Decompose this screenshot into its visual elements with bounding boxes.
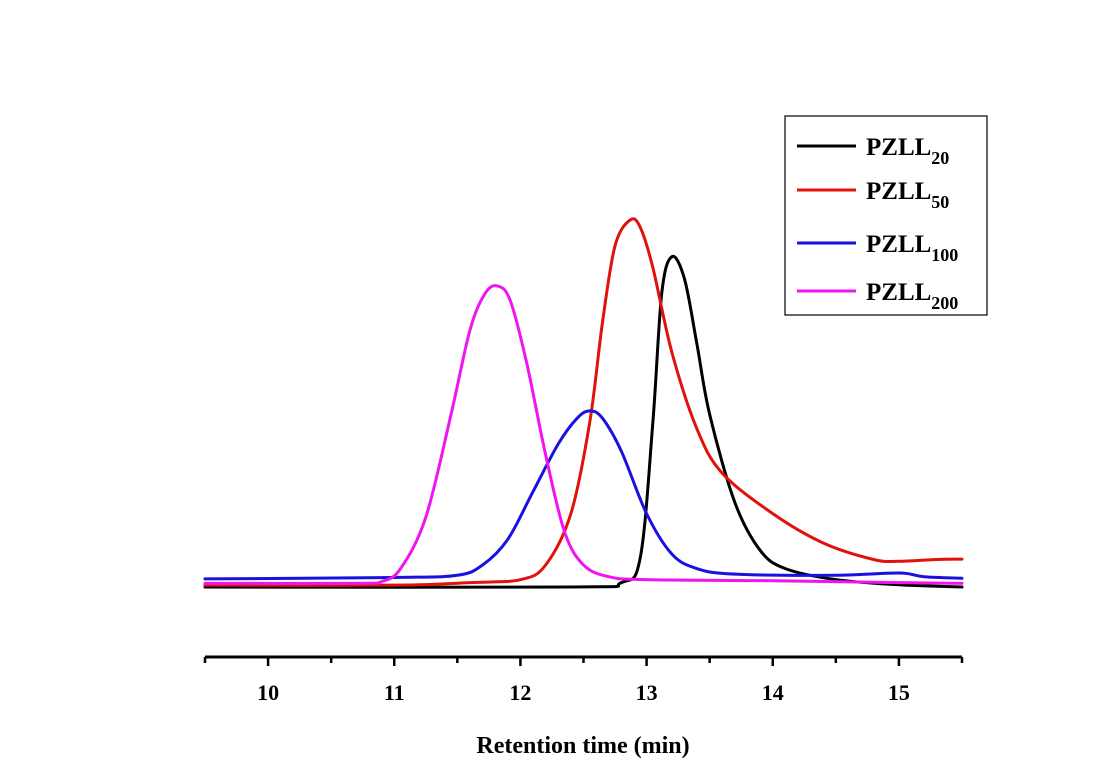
x-tick-label-14: 14 [762, 680, 784, 705]
series-line-pzll100 [203, 409, 964, 581]
plot-lines [203, 217, 964, 589]
legend: PZLL20 PZLL50 PZLL100 PZLL200 [784, 115, 988, 316]
x-tick-label-12: 12 [509, 680, 531, 705]
x-ticks: 10 11 12 13 14 15 [203, 657, 964, 705]
x-tick-label-13: 13 [636, 680, 658, 705]
x-tick-label-11: 11 [384, 680, 405, 705]
x-tick-label-15: 15 [888, 680, 910, 705]
series-line-pzll20 [203, 254, 964, 589]
legend-box [784, 115, 988, 316]
legend-label-pzll100: PZLL100 [866, 231, 958, 265]
series-line-pzll200 [203, 284, 964, 585]
series-line-pzll50 [203, 217, 964, 587]
legend-items: PZLL20 PZLL50 PZLL100 PZLL200 [797, 134, 958, 313]
legend-label-pzll20: PZLL20 [866, 134, 949, 168]
legend-label-pzll200: PZLL200 [866, 279, 958, 313]
x-axis-title: Retention time (min) [476, 733, 689, 759]
x-tick-label-10: 10 [257, 680, 279, 705]
legend-label-pzll50: PZLL50 [866, 178, 949, 212]
